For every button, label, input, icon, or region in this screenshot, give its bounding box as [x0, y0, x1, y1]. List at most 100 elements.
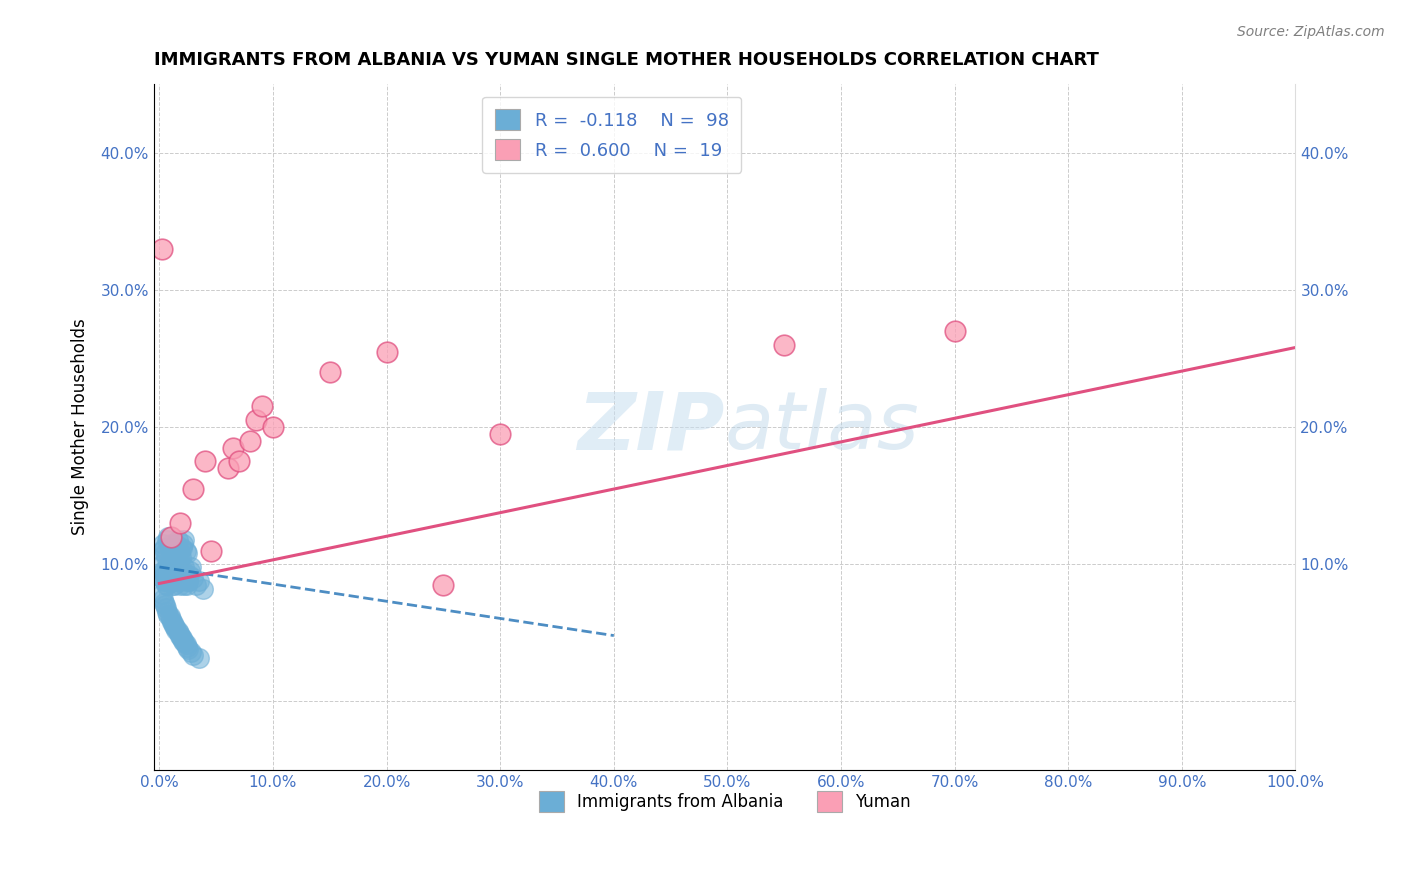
- Point: [165, 568, 187, 582]
- Point: [162, 578, 184, 592]
- Point: [150, 242, 173, 256]
- Point: [152, 564, 174, 578]
- Point: [155, 578, 177, 592]
- Point: [157, 558, 180, 572]
- Point: [167, 571, 190, 585]
- Point: [180, 645, 202, 659]
- Point: [179, 564, 201, 578]
- Point: [167, 543, 190, 558]
- Point: [180, 560, 202, 574]
- Point: [172, 564, 194, 578]
- Point: [169, 516, 191, 530]
- Point: [163, 619, 186, 633]
- Point: [165, 568, 187, 582]
- Point: [166, 624, 188, 639]
- Y-axis label: Single Mother Households: Single Mother Households: [72, 318, 89, 535]
- Point: [184, 578, 207, 592]
- Point: [159, 564, 181, 578]
- Point: [176, 578, 198, 592]
- Point: [170, 574, 193, 588]
- Point: [169, 546, 191, 560]
- Point: [188, 574, 211, 588]
- Point: [159, 612, 181, 626]
- Point: [165, 623, 187, 637]
- Point: [174, 543, 197, 558]
- Point: [162, 546, 184, 560]
- Point: [159, 536, 181, 550]
- Point: [222, 441, 245, 455]
- Point: [177, 642, 200, 657]
- Point: [174, 637, 197, 651]
- Point: [155, 574, 177, 588]
- Point: [177, 574, 200, 588]
- Point: [160, 543, 183, 558]
- Point: [163, 578, 186, 592]
- Point: [159, 530, 181, 544]
- Point: [165, 564, 187, 578]
- Point: [176, 640, 198, 654]
- Point: [245, 413, 267, 427]
- Point: [157, 530, 180, 544]
- Point: [159, 560, 181, 574]
- Point: [173, 578, 195, 592]
- Point: [200, 543, 222, 558]
- Point: [162, 616, 184, 631]
- Point: [177, 574, 200, 588]
- Point: [191, 582, 214, 596]
- Point: [172, 568, 194, 582]
- Point: [217, 461, 239, 475]
- Text: Source: ZipAtlas.com: Source: ZipAtlas.com: [1237, 25, 1385, 39]
- Point: [150, 587, 173, 601]
- Point: [165, 620, 187, 634]
- Point: [176, 546, 198, 560]
- Point: [432, 578, 454, 592]
- Point: [319, 365, 342, 379]
- Point: [173, 635, 195, 649]
- Point: [173, 560, 195, 574]
- Point: [250, 400, 273, 414]
- Point: [163, 574, 186, 588]
- Point: [156, 578, 179, 592]
- Point: [165, 536, 187, 550]
- Point: [165, 541, 187, 555]
- Point: [156, 605, 179, 619]
- Point: [169, 578, 191, 592]
- Point: [489, 426, 512, 441]
- Point: [155, 550, 177, 565]
- Point: [156, 560, 179, 574]
- Text: ZIP: ZIP: [578, 388, 724, 466]
- Legend: Immigrants from Albania, Yuman: Immigrants from Albania, Yuman: [527, 780, 922, 823]
- Point: [160, 571, 183, 585]
- Point: [153, 541, 176, 555]
- Point: [172, 634, 194, 648]
- Point: [156, 533, 179, 547]
- Point: [152, 536, 174, 550]
- Point: [375, 344, 398, 359]
- Point: [172, 541, 194, 555]
- Point: [172, 632, 194, 646]
- Point: [160, 564, 183, 578]
- Point: [157, 568, 180, 582]
- Point: [170, 630, 193, 644]
- Point: [169, 629, 191, 643]
- Point: [228, 454, 250, 468]
- Text: IMMIGRANTS FROM ALBANIA VS YUMAN SINGLE MOTHER HOUSEHOLDS CORRELATION CHART: IMMIGRANTS FROM ALBANIA VS YUMAN SINGLE …: [153, 51, 1098, 69]
- Point: [188, 650, 211, 665]
- Point: [157, 607, 180, 622]
- Point: [152, 558, 174, 572]
- Point: [167, 625, 190, 640]
- Point: [166, 574, 188, 588]
- Point: [160, 615, 183, 629]
- Point: [153, 568, 176, 582]
- Point: [172, 571, 194, 585]
- Point: [153, 568, 176, 582]
- Point: [773, 337, 796, 351]
- Point: [155, 601, 177, 615]
- Point: [239, 434, 262, 448]
- Point: [159, 568, 181, 582]
- Point: [159, 609, 181, 624]
- Point: [152, 591, 174, 606]
- Point: [153, 596, 176, 610]
- Point: [153, 574, 176, 588]
- Point: [150, 571, 173, 585]
